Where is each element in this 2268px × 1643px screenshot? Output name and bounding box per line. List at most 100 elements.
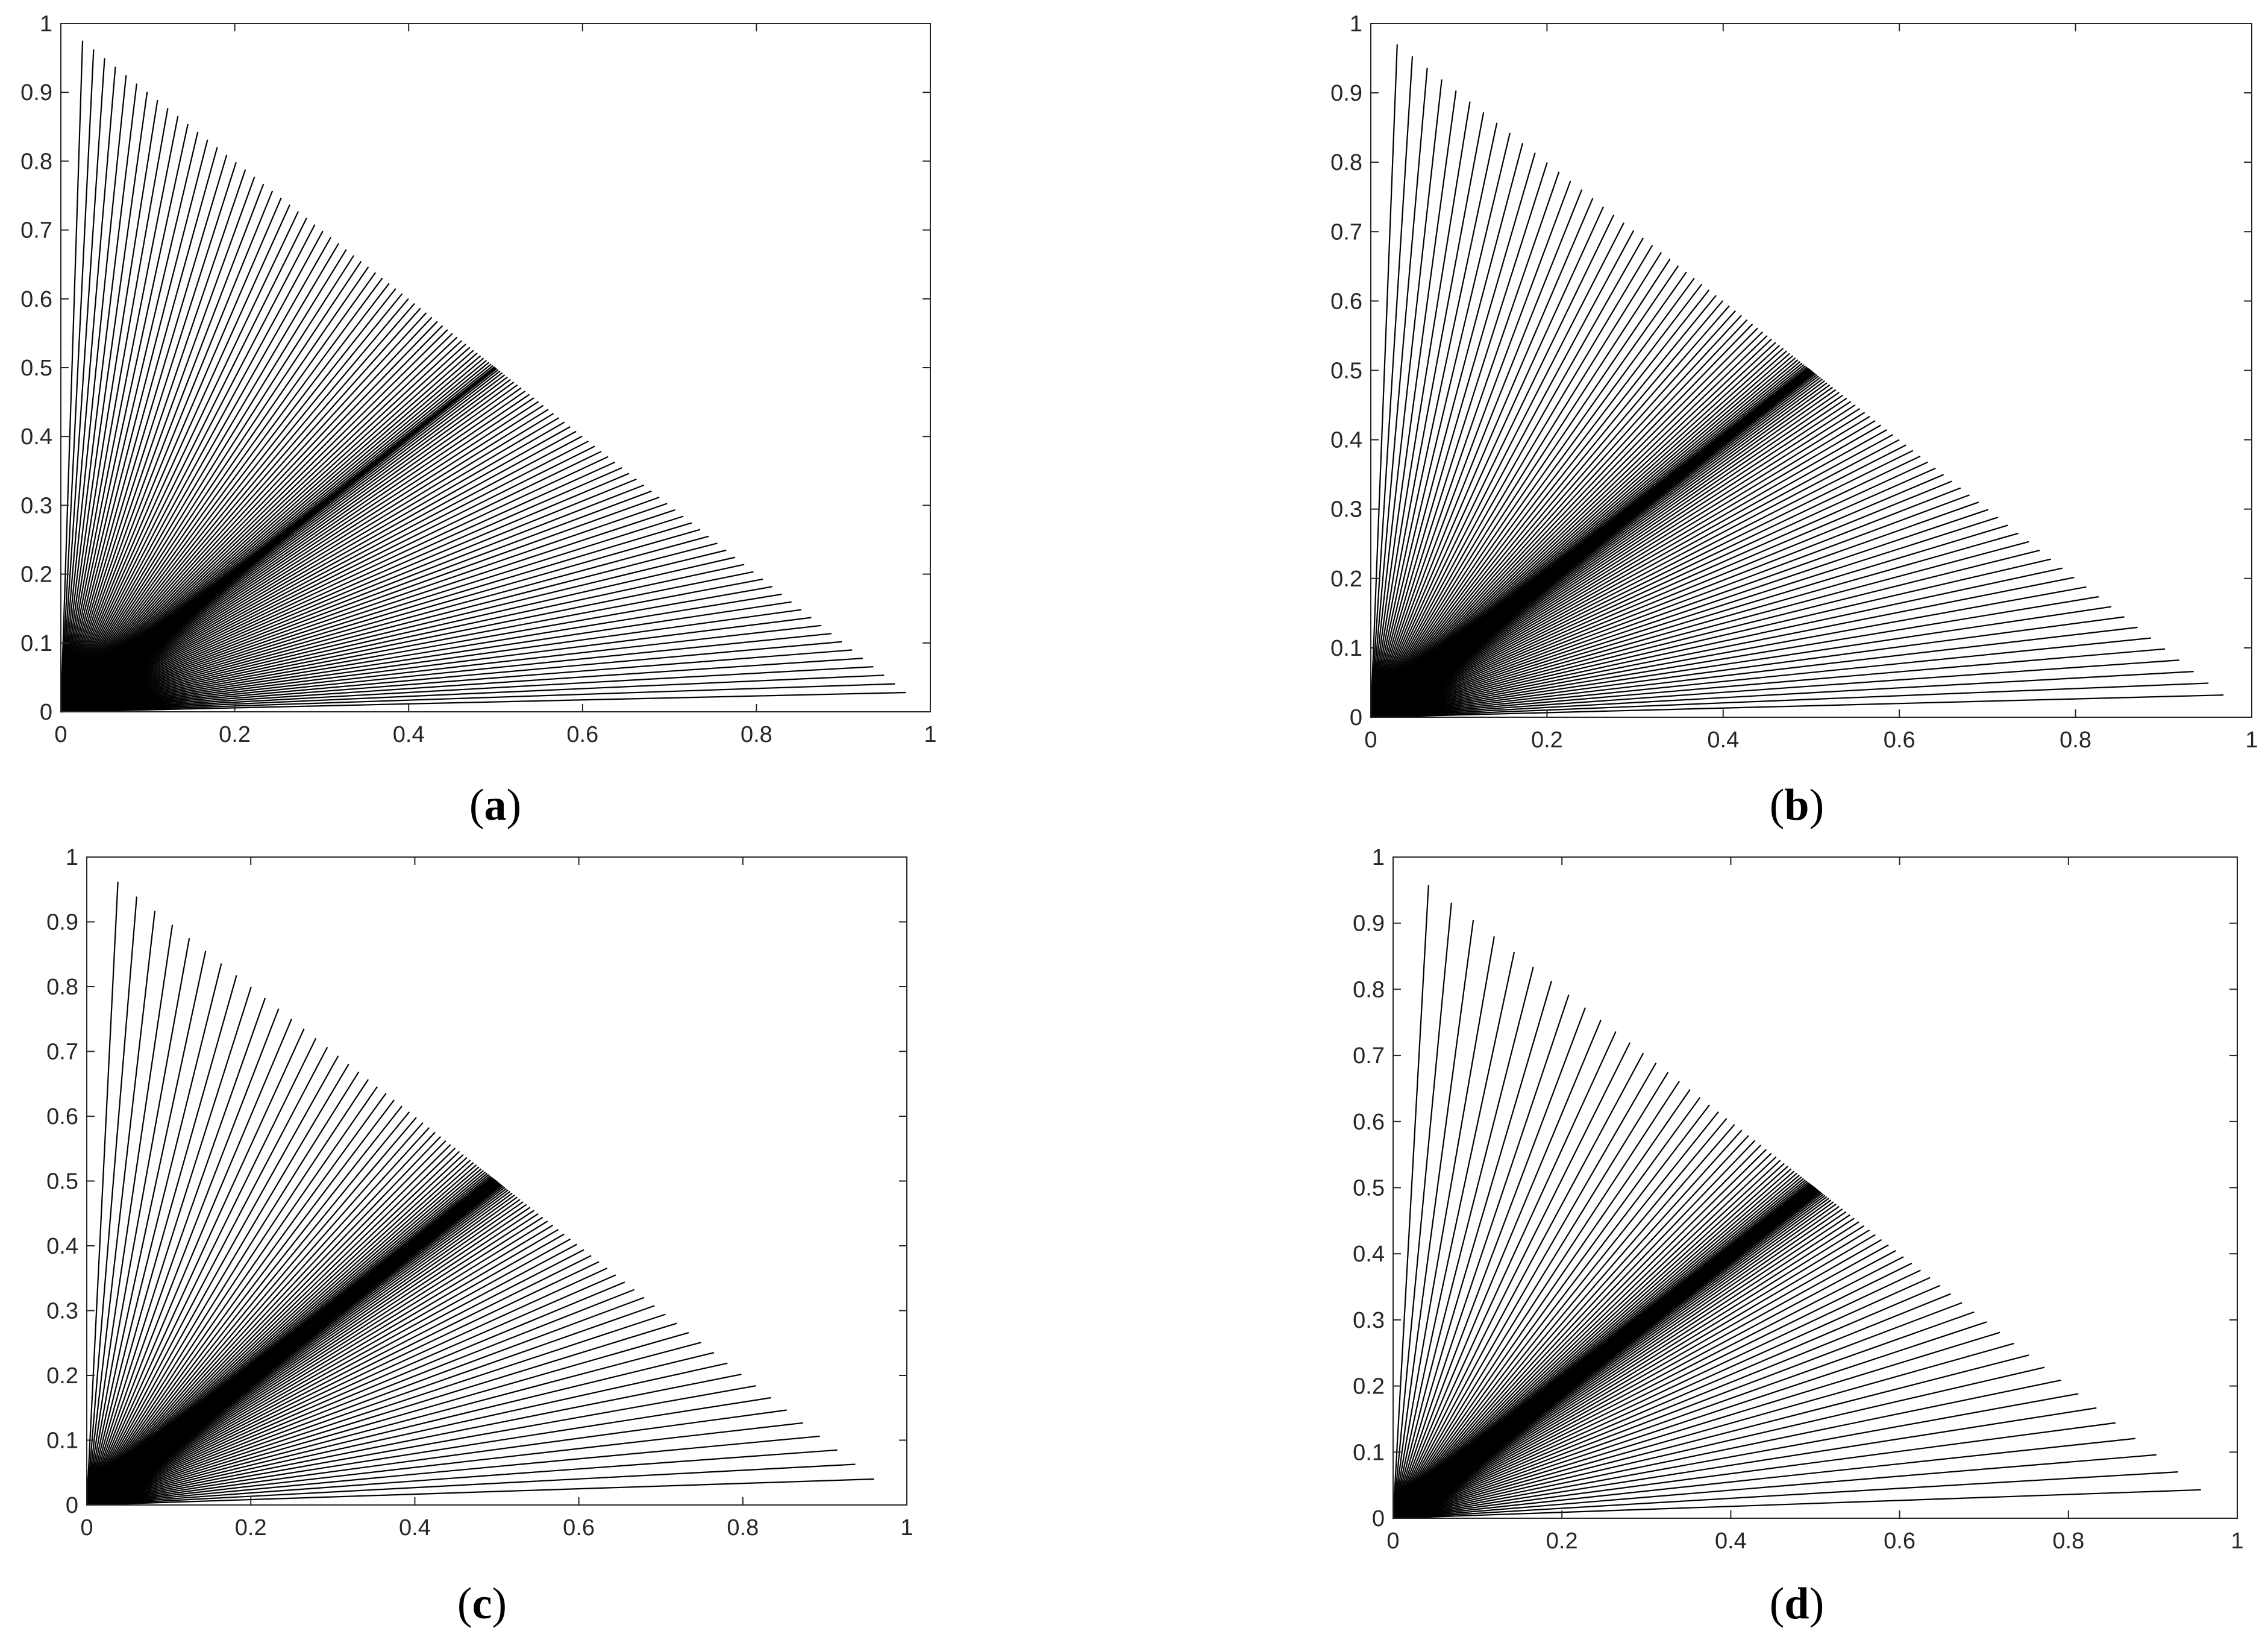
segment: [1392, 1225, 1865, 1519]
segment: [1370, 68, 1428, 718]
segment: [1392, 1250, 1896, 1519]
segment: [1392, 1149, 1767, 1519]
segment: [1392, 1208, 1843, 1519]
segment: [60, 529, 701, 713]
y-tick-label: 0.6: [1353, 1110, 1385, 1135]
segment: [1370, 509, 1988, 718]
segment: [60, 312, 427, 712]
y-tick-label: 0: [1350, 705, 1362, 730]
segment: [60, 549, 727, 713]
segment: [60, 417, 560, 712]
segment: [1370, 412, 1865, 718]
segment: [86, 1249, 584, 1506]
segment: [1370, 189, 1583, 718]
segment: [60, 426, 571, 712]
segment: [86, 1028, 305, 1506]
panel-c-caption: (c): [457, 1579, 507, 1629]
y-tick-label: 0.8: [1353, 977, 1385, 1002]
segment: [60, 303, 415, 712]
segment: [1370, 524, 2008, 718]
segment: [60, 649, 853, 713]
segment: [60, 450, 602, 712]
y-tick-label: 0.1: [46, 1428, 78, 1454]
segment: [1370, 487, 1961, 718]
y-tick-label: 0.4: [1353, 1242, 1385, 1267]
segment: [1392, 1217, 1855, 1519]
segment: [1392, 1163, 1785, 1519]
segment: [1392, 1239, 1882, 1519]
y-tick-label: 0.4: [20, 424, 52, 450]
segment: [1370, 637, 2152, 718]
segment: [86, 1374, 742, 1506]
segment: [60, 479, 637, 713]
segment: [60, 131, 199, 712]
segment: [1370, 171, 1560, 718]
segment: [86, 1144, 451, 1506]
segment: [86, 1105, 403, 1506]
segment: [1370, 323, 1753, 718]
segment: [1370, 338, 1772, 718]
segment: [1370, 444, 1906, 718]
segment: [1370, 401, 1852, 718]
segment: [60, 624, 822, 713]
segment: [1370, 277, 1695, 718]
segment: [1392, 1156, 1777, 1519]
segment: [86, 1449, 838, 1506]
segment: [60, 340, 462, 712]
segment: [60, 509, 675, 713]
segment: [1370, 180, 1571, 718]
segment: [1392, 885, 1429, 1519]
y-tick-label: 0.7: [1330, 219, 1362, 245]
segment: [60, 277, 383, 712]
panel-b-ticks: 0 0.2 0.4 0.6 0.8 1 0 0.1 0.2 0.3 0.4 0.5 0.6 0.7 0.8 0…: [1330, 11, 2258, 753]
y-tick-label: 0.6: [1330, 289, 1362, 314]
segment: [60, 387, 522, 712]
segment: [60, 421, 565, 712]
segment: [1392, 1321, 1987, 1519]
segment: [60, 124, 189, 712]
segment: [60, 384, 518, 712]
segment: [60, 288, 396, 712]
y-tick-label: 0.5: [46, 1169, 78, 1195]
segment: [86, 1210, 534, 1506]
x-tick-label: 0.2: [235, 1515, 267, 1541]
segment: [60, 190, 274, 712]
segment: [86, 1201, 524, 1506]
segment: [86, 1322, 677, 1506]
panel-a-segments: [60, 40, 906, 713]
segment: [60, 409, 549, 712]
segment: [86, 1435, 820, 1506]
segment: [1370, 265, 1679, 718]
segment: [60, 461, 616, 713]
segment: [1370, 348, 1784, 718]
segment: [1370, 112, 1485, 718]
y-tick-label: 0.2: [1330, 567, 1362, 592]
segment: [60, 147, 218, 712]
segment: [1392, 1135, 1749, 1519]
x-tick-label: 0.2: [219, 722, 251, 747]
segment: [1392, 1072, 1669, 1519]
segment: [1392, 981, 1552, 1519]
y-tick-label: 0.3: [46, 1299, 78, 1324]
segment: [60, 666, 874, 713]
segment: [86, 1093, 387, 1506]
panel-c: 0 0.2 0.4 0.6 0.8 1 0 0.1 0.2 0.3 0.4 0.5 0.6 0.7 0.8 0…: [46, 845, 913, 1629]
segment: [1370, 342, 1776, 718]
segment: [60, 266, 369, 712]
segment: [60, 490, 652, 713]
panel-d: 0 0.2 0.4 0.6 0.8 1 0 0.1 0.2 0.3 0.4 0.5 0.6 0.7 0.8 0…: [1353, 845, 2243, 1629]
segment: [86, 1127, 430, 1506]
segment: [86, 896, 137, 1506]
segment: [86, 1154, 464, 1506]
y-tick-label: 0: [66, 1493, 78, 1518]
y-tick-label: 0.3: [20, 493, 52, 518]
segment: [1370, 389, 1837, 718]
x-tick-label: 0: [1364, 727, 1377, 753]
segment: [1370, 439, 1900, 718]
segment: [1392, 1152, 1772, 1519]
segment: [60, 218, 307, 712]
segment: [1392, 1211, 1847, 1519]
segment: [86, 1157, 468, 1506]
segment: [1370, 576, 2075, 718]
y-tick-label: 0.1: [1353, 1440, 1385, 1465]
